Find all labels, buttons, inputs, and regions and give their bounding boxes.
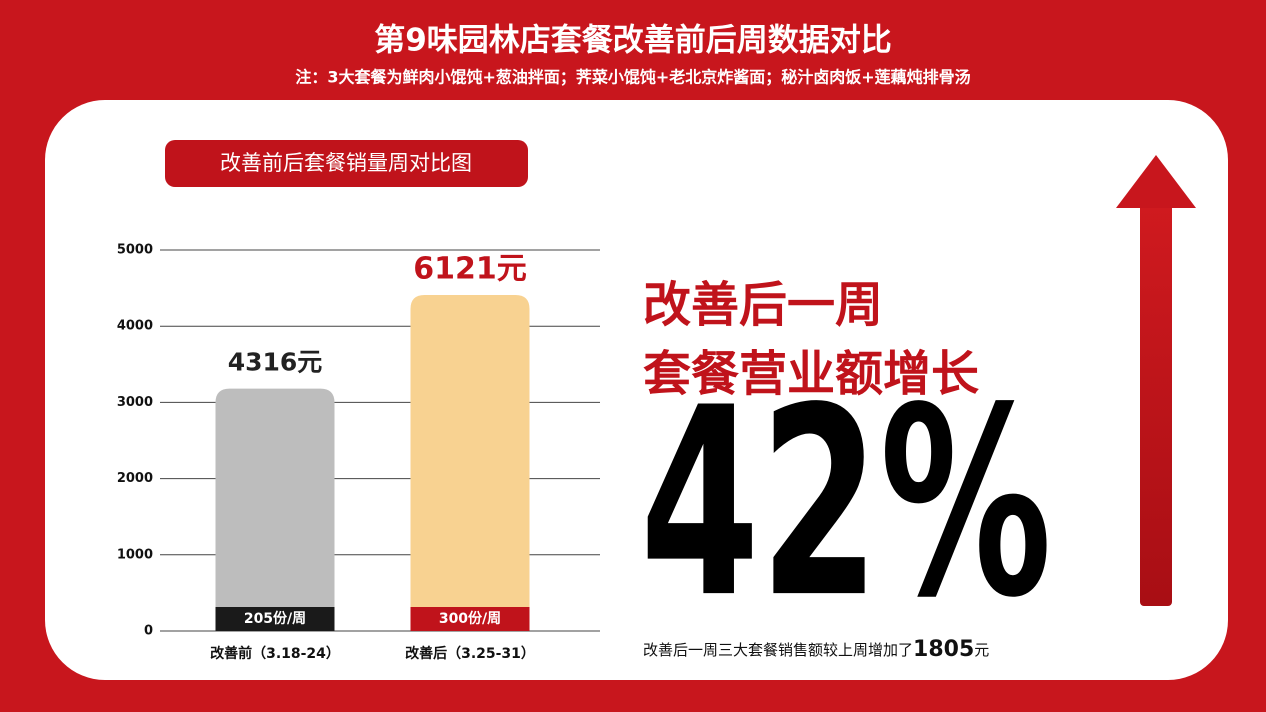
note: 注：3大套餐为鲜肉小馄饨+葱油拌面；荠菜小馄饨+老北京炸酱面；秘汁卤肉饭+莲藕炖…: [295, 68, 970, 87]
y-tick-label: 4000: [117, 319, 153, 334]
footer: 改善后一周三大套餐销售额较上周增加了1805元: [643, 637, 989, 662]
volume-label: 205份/周: [244, 610, 306, 627]
revenue-label: 6121元: [413, 251, 527, 286]
volume-band: [215, 607, 335, 631]
arrow-head: [1116, 155, 1196, 208]
bar: [215, 388, 335, 631]
chart-title: 改善前后套餐销量周对比图: [220, 151, 472, 175]
footer-text: 改善后一周三大套餐销售额较上周增加了: [643, 641, 913, 659]
y-tick-label: 2000: [117, 471, 153, 486]
headline-1: 改善后一周: [643, 277, 883, 333]
y-tick-label: 0: [144, 624, 153, 639]
footer-number: 1805: [913, 637, 974, 662]
x-tick-label: 改善后（3.25-31）: [405, 645, 535, 662]
chart-title-box: [165, 140, 528, 187]
volume-label: 300份/周: [439, 610, 501, 627]
y-tick-label: 1000: [117, 547, 153, 562]
footer-unit: 元: [974, 641, 989, 659]
card: [45, 100, 1228, 680]
revenue-label: 4316元: [228, 348, 323, 377]
volume-band: [410, 607, 530, 631]
chart: 0 1000 2000 3000 4000 5000 改善前（3.18-24） 205份/周 4…: [117, 243, 600, 662]
title: 第9味园林店套餐改善前后周数据对比: [374, 23, 892, 59]
y-tick-label: 3000: [117, 395, 153, 410]
bar: [410, 294, 530, 631]
y-tick-label: 5000: [117, 243, 153, 258]
arrow-shaft: [1140, 200, 1172, 606]
headline-2: 套餐营业额增长: [643, 346, 979, 402]
big-percent: 42%: [640, 353, 1052, 655]
x-tick-label: 改善前（3.18-24）: [210, 645, 340, 662]
